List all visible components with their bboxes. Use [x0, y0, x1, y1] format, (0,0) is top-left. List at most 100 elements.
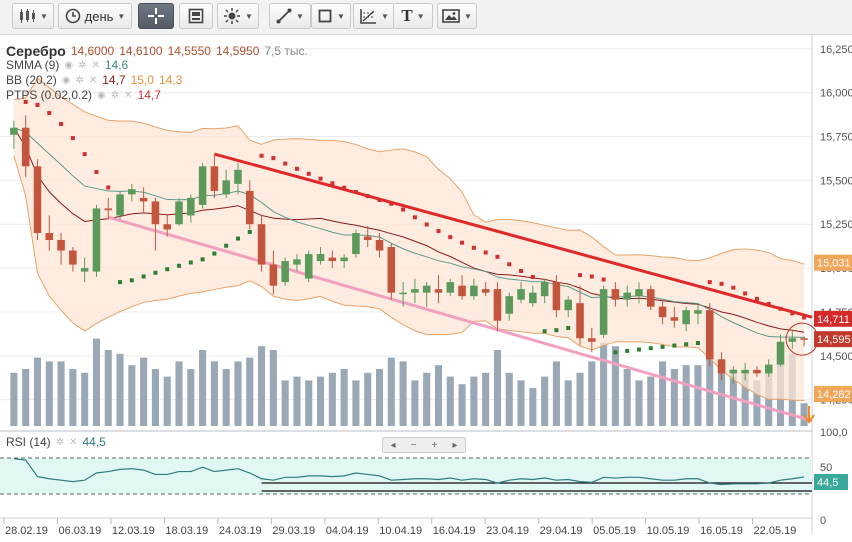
gear-icon[interactable]: ✲ [55, 436, 65, 448]
parabolic-sar-dot [235, 236, 240, 241]
zoom-out-button[interactable]: − [410, 439, 417, 451]
candle-body [57, 240, 65, 251]
chart-navigator: ◂ − + ▸ [382, 437, 466, 453]
candle-body [446, 282, 455, 293]
date-tick-label: 05.05.19 [593, 525, 636, 537]
date-tick-label: 06.03.19 [58, 525, 101, 537]
date-tick-label: 12.03.19 [112, 525, 155, 537]
price-chart[interactable]: 16,25016,00015,75015,50015,25015,00014,7… [0, 34, 852, 537]
date-tick-label: 18.03.19 [165, 525, 208, 537]
shape-tool-button[interactable]: ▼ [311, 3, 351, 29]
parabolic-sar-dot [259, 153, 264, 158]
volume-bar [458, 384, 466, 426]
candle-body [800, 338, 808, 340]
period-selector[interactable]: день ▼ [58, 3, 132, 29]
volume-bar [446, 376, 454, 426]
chart-area[interactable]: 16,25016,00015,75015,50015,25015,00014,7… [0, 34, 852, 537]
eye-icon[interactable]: ◉ [61, 74, 71, 86]
candle-body [576, 303, 584, 339]
candle-body [741, 369, 749, 374]
fib-tool-button[interactable]: ▼ [353, 3, 395, 29]
crosshair-button[interactable] [138, 3, 174, 29]
image-tool-button[interactable]: ▼ [437, 3, 477, 29]
parabolic-sar-dot [424, 222, 429, 227]
candle-body [21, 127, 30, 167]
parabolic-sar-dot [82, 152, 87, 157]
eye-icon[interactable]: ◉ [64, 59, 74, 71]
parabolic-sar-dot [448, 235, 453, 240]
candle-body [187, 197, 195, 216]
ptps-legend[interactable]: PTPS (0.02,0.2) ◉ ✲ ✕ 14,7 [6, 88, 161, 102]
gear-icon[interactable]: ✲ [110, 89, 120, 101]
rsi-legend[interactable]: RSI (14) ✲ ✕ 44,5 [6, 435, 106, 449]
date-tick-label: 29.04.19 [540, 525, 583, 537]
candle-body [352, 233, 360, 255]
candle-body [658, 306, 667, 318]
date-tick-label: 04.04.19 [326, 525, 369, 537]
eye-icon[interactable]: ◉ [97, 89, 106, 101]
parabolic-sar-dot [141, 274, 146, 279]
gear-icon[interactable]: ✲ [78, 59, 87, 71]
candle-body [316, 254, 325, 262]
candle-body [387, 247, 396, 293]
candle-body [599, 289, 608, 335]
indicators-button[interactable]: ▼ [217, 3, 259, 29]
chevron-down-icon: ▼ [464, 11, 472, 21]
price-badge-label: 14,282 [817, 389, 851, 401]
candle-body [293, 259, 301, 265]
parabolic-sar-dot [318, 176, 323, 181]
candle-body [717, 359, 726, 374]
resistance-trendline [214, 152, 813, 319]
volume-bar [493, 350, 501, 426]
price-tick-label: 16,250 [820, 44, 852, 56]
candle-body [694, 310, 702, 314]
parabolic-sar-dot [177, 263, 182, 268]
scroll-right-button[interactable]: ▸ [452, 439, 458, 451]
date-tick-label: 28.02.19 [5, 525, 48, 537]
volume-bar [623, 369, 631, 426]
candle-body [729, 369, 738, 374]
candle-body [764, 364, 773, 374]
volume-bar [753, 380, 761, 426]
close-icon[interactable]: ✕ [124, 89, 133, 101]
volume-bar [163, 376, 171, 426]
candle-body [611, 289, 620, 300]
candle-body [340, 257, 348, 262]
line-tool-button[interactable]: ▼ [269, 3, 311, 29]
parabolic-sar-dot [436, 229, 441, 234]
date-tick-label: 10.04.19 [379, 525, 422, 537]
bb-legend[interactable]: BB (20,2) ◉ ✲ ✕ 14,7 15,0 14,3 [6, 73, 182, 87]
parabolic-sar-dot [212, 251, 217, 256]
fib-tool-icon [360, 9, 377, 24]
parabolic-sar-dot [342, 185, 347, 190]
close-icon[interactable]: ✕ [91, 59, 100, 71]
parabolic-sar-dot [247, 229, 252, 234]
parabolic-sar-dot [70, 136, 75, 141]
parabolic-sar-dot [648, 346, 653, 351]
candle-body [151, 201, 160, 225]
parabolic-sar-dot [578, 273, 583, 278]
candle-body [705, 310, 714, 360]
zoom-in-button[interactable]: + [431, 439, 438, 451]
scroll-left-button[interactable]: ◂ [390, 439, 396, 451]
screenshot-button[interactable] [179, 3, 213, 29]
close-icon[interactable]: ✕ [69, 436, 78, 448]
volume-bar [576, 372, 584, 426]
close-icon[interactable]: ✕ [88, 74, 98, 86]
date-tick-label: 29.03.19 [272, 525, 315, 537]
parabolic-sar-dot [412, 215, 417, 220]
parabolic-sar-dot [743, 291, 748, 296]
price-badge-label: 14,711 [817, 314, 850, 326]
volume-bar [706, 350, 714, 426]
volume-bar [340, 369, 348, 426]
ohlc-open: 14,6000 [70, 44, 115, 58]
volume-bar [128, 365, 136, 426]
volume-bar [175, 361, 183, 426]
smma-legend[interactable]: SMMA (9) ◉ ✲ ✕ 14,6 [6, 58, 128, 72]
chart-type-button[interactable]: ▼ [12, 3, 54, 29]
text-tool-button[interactable]: T ▼ [393, 3, 433, 29]
volume-bar [387, 357, 395, 426]
price-badge [814, 254, 852, 271]
rsi-tick-label: 50 [820, 462, 832, 474]
gear-icon[interactable]: ✲ [75, 74, 84, 86]
